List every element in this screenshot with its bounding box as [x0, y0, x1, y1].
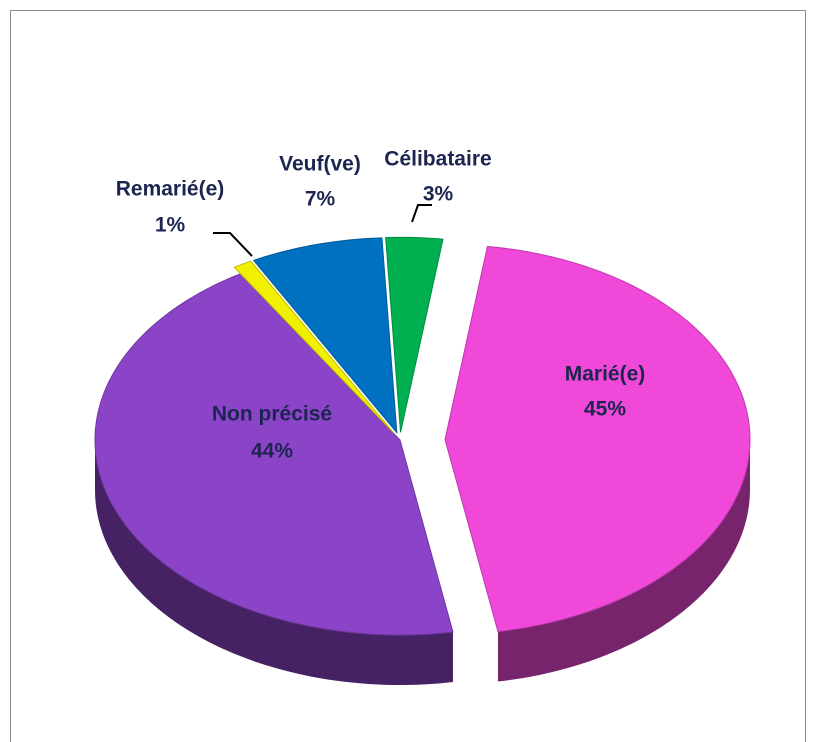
slice [233, 260, 395, 434]
slice-label: Marié(e) [565, 363, 646, 386]
slice-label: Veuf(ve) [279, 153, 361, 176]
leader-line [213, 232, 253, 257]
value-label: 3% [423, 183, 454, 206]
leader-line [411, 204, 432, 223]
value-label: 7% [305, 188, 336, 211]
slice-label: Remarié(e) [116, 178, 225, 201]
slice-side [95, 440, 453, 685]
slice [94, 273, 454, 636]
slice-side [497, 439, 750, 682]
value-label: 1% [155, 214, 186, 237]
value-label: 44% [251, 440, 293, 463]
slice-label: Non précisé [212, 403, 332, 426]
slice [385, 236, 444, 433]
slice [444, 245, 751, 633]
slice [252, 237, 398, 435]
value-label: 45% [584, 398, 626, 421]
slice-label: Célibataire [384, 148, 491, 171]
